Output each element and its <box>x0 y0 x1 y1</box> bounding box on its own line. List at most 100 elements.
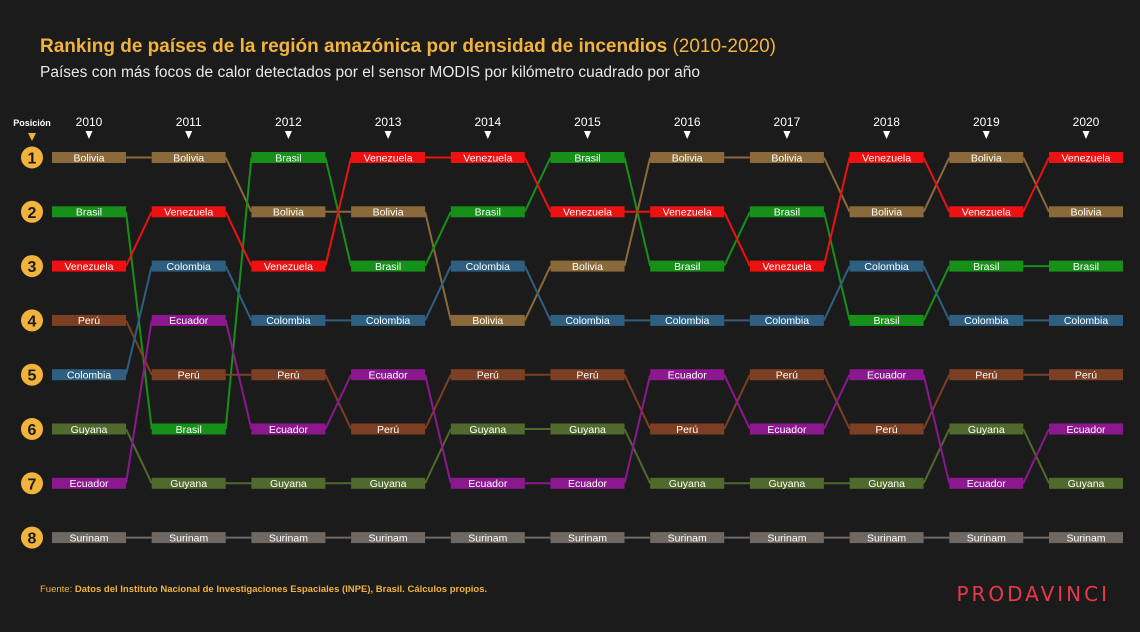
rank-box-colombia-2014 <box>450 260 525 272</box>
rank-box-label-surinam-2013: Surinam <box>369 532 408 544</box>
year-arrow-icon <box>284 131 292 139</box>
series-line-ecuador <box>623 374 652 484</box>
rank-box-label-brasil-2019: Brasil <box>973 261 999 273</box>
rank-box-surinam-2012 <box>251 532 326 544</box>
rank-box-label-ecuador-2015: Ecuador <box>568 478 608 490</box>
rank-box-guyana-2013 <box>351 477 426 489</box>
rank-box-label-colombia-2019: Colombia <box>964 315 1009 327</box>
source-prefix: Fuente: <box>40 584 75 595</box>
rank-box-colombia-2016 <box>650 314 725 326</box>
rank-box-label-colombia-2010: Colombia <box>67 370 112 382</box>
rank-box-label-bolivia-2010: Bolivia <box>74 152 105 164</box>
rank-box-ecuador-2013 <box>351 369 426 381</box>
rank-box-label-colombia-2020: Colombia <box>1064 315 1109 327</box>
rank-box-peru-2014 <box>450 369 525 381</box>
rank-label-2: 2 <box>28 205 37 222</box>
series-line-venezuela <box>125 211 153 267</box>
rank-box-bolivia-2011 <box>151 152 226 163</box>
series-line-bolivia <box>822 157 851 213</box>
rank-box-label-bolivia-2011: Bolivia <box>173 152 204 164</box>
rank-box-label-brasil-2012: Brasil <box>275 152 301 164</box>
series-line-colombia <box>224 265 253 321</box>
rank-box-label-venezuela-2017: Venezuela <box>762 261 811 273</box>
rank-box-peru-2012 <box>251 369 326 381</box>
rank-box-label-guyana-2015: Guyana <box>569 424 606 436</box>
rank-box-label-venezuela-2013: Venezuela <box>364 152 413 164</box>
series-line-guyana <box>623 428 652 484</box>
year-arrow-icon <box>1082 131 1090 139</box>
rank-box-label-peru-2019: Perú <box>975 370 997 382</box>
series-line-venezuela <box>1022 157 1050 213</box>
rank-label-1: 1 <box>28 151 37 168</box>
rank-box-label-brasil-2011: Brasil <box>176 424 202 436</box>
year-label-2016: 2016 <box>674 115 701 129</box>
rank-box-label-bolivia-2016: Bolivia <box>672 152 703 164</box>
rank-box-label-peru-2011: Perú <box>178 370 200 382</box>
rank-box-label-peru-2013: Perú <box>377 424 399 436</box>
rank-box-label-ecuador-2011: Ecuador <box>169 315 209 327</box>
series-line-venezuela <box>922 157 951 213</box>
rank-box-bolivia-2020 <box>1049 206 1123 218</box>
rank-box-label-brasil-2015: Brasil <box>574 152 600 164</box>
series-line-peru <box>922 374 951 430</box>
series-line-colombia <box>822 265 851 321</box>
rank-box-label-colombia-2012: Colombia <box>266 315 311 327</box>
rank-box-colombia-2017 <box>749 314 824 326</box>
series-line-ecuador <box>324 374 353 430</box>
series-line-colombia <box>922 265 951 321</box>
rank-box-ecuador-2016 <box>650 369 725 381</box>
rank-box-label-colombia-2015: Colombia <box>565 315 610 327</box>
rank-box-guyana-2015 <box>550 423 625 435</box>
series-line-ecuador <box>125 320 153 484</box>
rank-box-label-surinam-2015: Surinam <box>568 532 607 544</box>
series-line-peru <box>424 374 452 430</box>
rank-circle-7 <box>21 472 43 495</box>
rank-label-4: 4 <box>28 313 37 330</box>
rank-box-colombia-2015 <box>550 314 625 326</box>
rank-box-guyana-2010 <box>52 423 126 435</box>
rank-box-surinam-2010 <box>52 532 126 544</box>
series-line-venezuela <box>523 157 552 213</box>
rank-box-label-guyana-2016: Guyana <box>669 478 706 490</box>
rank-box-venezuela-2017 <box>749 260 824 272</box>
rank-box-peru-2017 <box>749 369 824 381</box>
rank-box-ecuador-2010 <box>52 477 126 489</box>
rank-box-brasil-2012 <box>251 152 326 163</box>
rank-box-surinam-2017 <box>749 532 824 544</box>
rank-box-label-ecuador-2010: Ecuador <box>69 478 109 490</box>
position-marker-icon <box>28 133 36 141</box>
year-label-2015: 2015 <box>574 115 601 129</box>
rank-box-surinam-2013 <box>351 532 426 544</box>
series-line-ecuador <box>224 320 253 430</box>
rank-box-label-brasil-2018: Brasil <box>873 315 899 327</box>
series-line-ecuador <box>723 374 751 430</box>
rank-box-guyana-2020 <box>1049 477 1123 489</box>
rank-box-label-guyana-2010: Guyana <box>71 424 108 436</box>
rank-box-surinam-2011 <box>151 532 226 544</box>
rank-box-bolivia-2014 <box>450 314 525 326</box>
rank-box-label-bolivia-2012: Bolivia <box>273 207 304 219</box>
rank-box-surinam-2019 <box>949 532 1024 544</box>
series-line-colombia <box>424 265 452 321</box>
rank-box-label-bolivia-2017: Bolivia <box>771 152 802 164</box>
rank-label-8: 8 <box>28 531 37 548</box>
rank-box-label-surinam-2011: Surinam <box>169 532 208 544</box>
rank-box-label-ecuador-2020: Ecuador <box>1066 424 1106 436</box>
rank-box-label-ecuador-2013: Ecuador <box>369 370 409 382</box>
rank-box-label-surinam-2014: Surinam <box>468 532 507 544</box>
rank-box-ecuador-2011 <box>151 314 226 326</box>
rank-circle-2 <box>21 200 43 223</box>
series-line-venezuela <box>723 211 751 267</box>
rank-label-5: 5 <box>28 368 37 385</box>
rank-box-peru-2011 <box>151 369 226 381</box>
year-arrow-icon <box>683 131 691 139</box>
rank-box-label-surinam-2018: Surinam <box>867 532 906 544</box>
rank-label-6: 6 <box>28 422 37 439</box>
rank-box-venezuela-2010 <box>52 260 126 272</box>
source-text: Datos del Instituto Nacional de Investig… <box>74 584 488 595</box>
rank-label-3: 3 <box>28 259 37 276</box>
rank-box-bolivia-2019 <box>949 152 1024 163</box>
rank-box-bolivia-2016 <box>650 152 725 163</box>
rank-box-label-surinam-2016: Surinam <box>668 532 707 544</box>
rank-box-label-guyana-2020: Guyana <box>1068 478 1105 490</box>
